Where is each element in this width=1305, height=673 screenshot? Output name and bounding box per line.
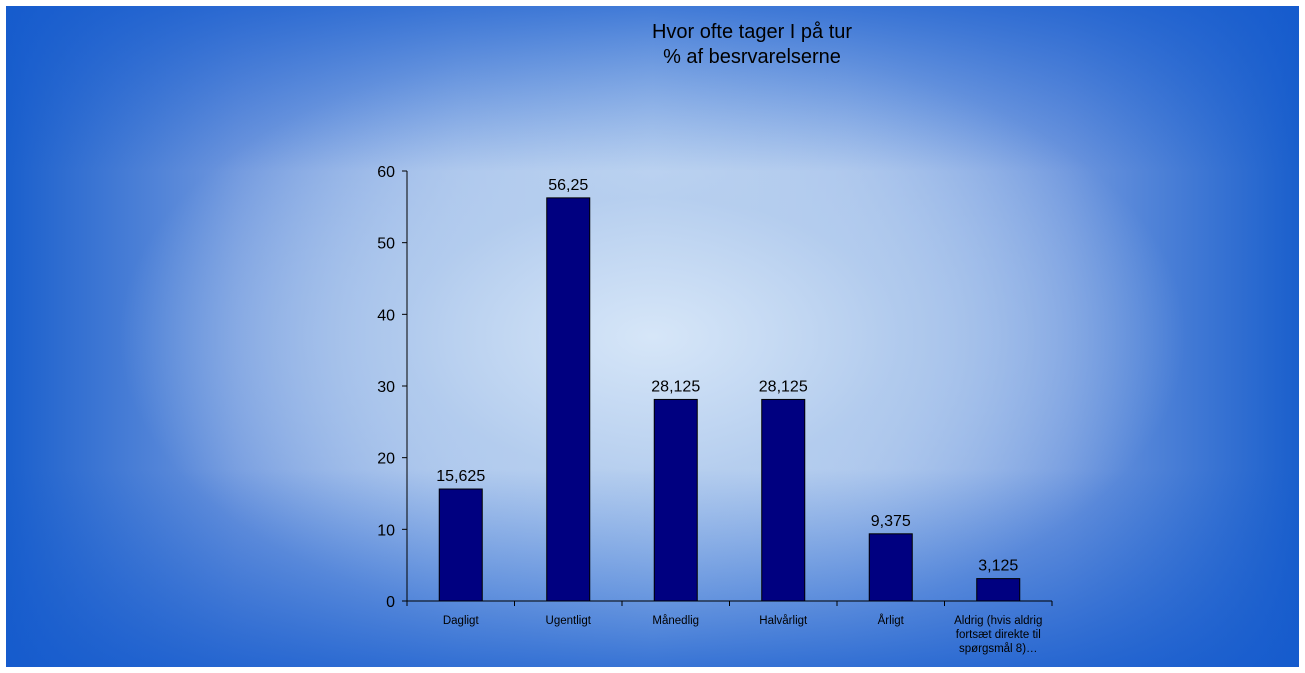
bar — [653, 398, 698, 602]
category-label: spørgsmål 8)… — [959, 643, 1038, 655]
y-tick-label: 60 — [377, 164, 395, 181]
category-label: Årligt — [878, 614, 905, 627]
category-label: Månedlig — [652, 615, 699, 627]
data-label: 3,125 — [978, 558, 1018, 575]
chart-title-line: % af besrvarelserne — [663, 46, 841, 68]
bar — [761, 398, 806, 602]
y-tick-label: 0 — [386, 594, 395, 611]
data-label: 56,25 — [548, 177, 588, 194]
category-label: Ugentligt — [546, 615, 592, 627]
chart-title-line: Hvor ofte tager I på tur — [652, 21, 852, 43]
y-tick-label: 10 — [377, 522, 395, 539]
data-label: 28,125 — [759, 378, 808, 395]
y-tick-label: 30 — [377, 379, 395, 396]
y-tick-label: 50 — [377, 236, 395, 253]
bar — [438, 488, 483, 602]
category-label: Halvårligt — [759, 615, 808, 627]
bar — [868, 533, 913, 602]
y-tick-label: 20 — [377, 451, 395, 468]
bar — [976, 578, 1021, 602]
data-label: 28,125 — [651, 378, 700, 395]
chart-area — [6, 6, 1299, 667]
data-label: 15,625 — [436, 468, 485, 485]
category-label: Aldrig (hvis aldrig — [954, 615, 1042, 627]
y-tick-label: 40 — [377, 307, 395, 324]
data-label: 9,375 — [871, 513, 911, 530]
category-label: fortsæt direkte til — [956, 629, 1041, 641]
category-label: Dagligt — [443, 615, 480, 627]
bar — [546, 197, 591, 602]
